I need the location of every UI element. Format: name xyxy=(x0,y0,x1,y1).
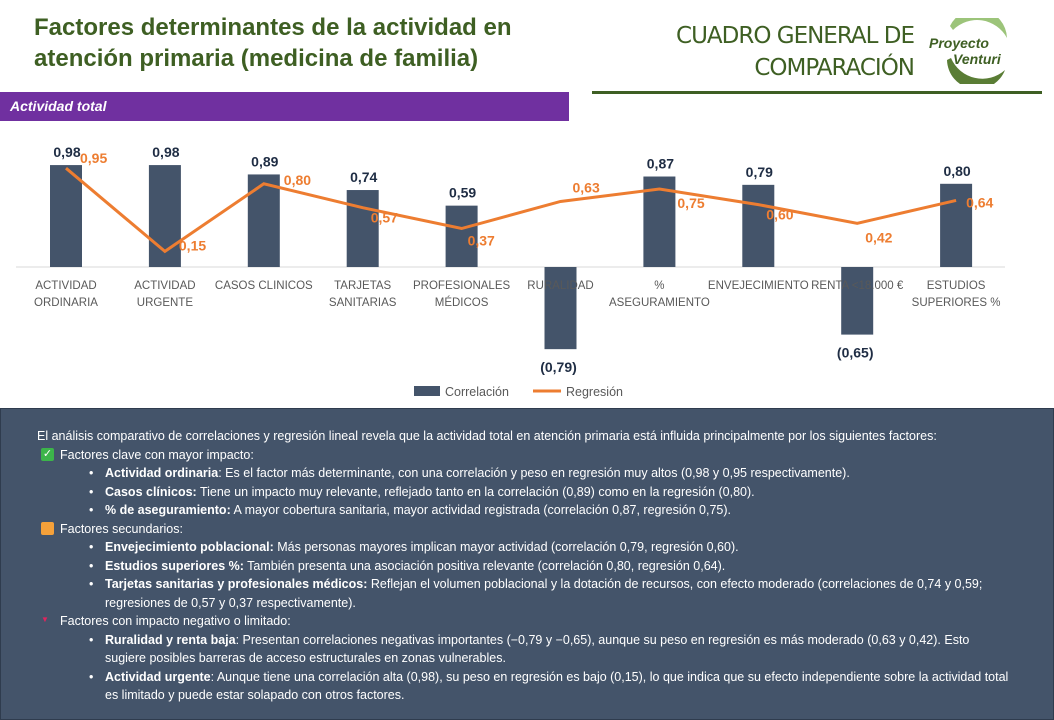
bullet-item: Envejecimiento poblacional: Más personas… xyxy=(37,538,1053,557)
bar-label: 0,80 xyxy=(943,163,970,179)
line-label: 0,63 xyxy=(573,179,600,195)
legend-bar-swatch xyxy=(414,386,440,396)
bullet-text: Reflejan el volumen poblacional y la dot… xyxy=(105,577,983,610)
category-label: ACTIVIDAD xyxy=(134,280,195,292)
bullet-text: Tiene un impacto muy relevante, reflejad… xyxy=(196,484,755,499)
category-label: RURALIDAD xyxy=(527,280,593,292)
bar-label: 0,89 xyxy=(251,153,278,169)
bullet-item: % de aseguramiento: A mayor cobertura sa… xyxy=(37,501,1053,520)
bar xyxy=(445,205,478,267)
bullet-item: Actividad urgente: Aunque tiene una corr… xyxy=(37,668,1053,705)
bullet-bold: % de aseguramiento: xyxy=(105,503,231,517)
line-label: 0,60 xyxy=(766,207,793,223)
line-label: 0,15 xyxy=(179,237,206,253)
bullet-bold: Tarjetas sanitarias y profesionales médi… xyxy=(105,577,368,591)
line-label: 0,75 xyxy=(677,195,704,211)
line-label: 0,80 xyxy=(284,172,311,188)
bar-label: (0,79) xyxy=(540,359,577,375)
line-label: 0,95 xyxy=(80,150,107,166)
section-subtitle: CUADRO GENERAL DE COMPARACIÓN xyxy=(676,23,915,81)
header-divider xyxy=(592,91,1042,94)
group-title: Factores con impacto negativo o limitado… xyxy=(60,614,291,628)
page-title: Factores determinantes de la actividad e… xyxy=(34,14,512,72)
bullet-text: : Aunque tiene una correlación alta (0,9… xyxy=(105,669,1009,703)
bar-label: 0,79 xyxy=(746,164,773,180)
category-label: ACTIVIDAD xyxy=(35,280,96,292)
legend-regresion: Regresión xyxy=(566,385,623,399)
svg-text:Proyecto: Proyecto xyxy=(929,35,989,51)
bar xyxy=(50,165,82,267)
intro-text: El análisis comparativo de correlaciones… xyxy=(37,429,937,443)
category-label: RENTA <18.000 € xyxy=(811,280,904,292)
bullet-bold: Ruralidad y renta baja xyxy=(105,632,236,647)
bar-label: 0,98 xyxy=(53,144,80,160)
group-title: Factores secundarios: xyxy=(60,521,183,536)
bar-label: (0,65) xyxy=(837,345,874,361)
bar-label: 0,87 xyxy=(647,156,674,172)
bar xyxy=(841,267,874,335)
line-label: 0,57 xyxy=(371,210,398,226)
category-label: ORDINARIA xyxy=(34,297,98,309)
svg-text:Venturi: Venturi xyxy=(953,51,1002,67)
bar xyxy=(247,174,280,267)
bullet-text: También presenta una asociación positiva… xyxy=(243,558,726,573)
proyecto-venturi-logo: Proyecto Venturi xyxy=(929,18,1007,84)
bullet-bold: Actividad urgente xyxy=(105,669,211,684)
line-label: 0,37 xyxy=(468,233,495,249)
category-label: CASOS CLINICOS xyxy=(215,280,313,292)
section-band: Actividad total xyxy=(0,92,569,121)
bar xyxy=(346,190,379,267)
red-triangle-icon: ▼ xyxy=(41,614,49,624)
bullet-text: : Es el factor más determinante, con una… xyxy=(218,466,850,480)
bullet-text: : Presentan correlaciones negativas impo… xyxy=(105,632,970,666)
bar xyxy=(544,267,577,350)
group-heading: Factores secundarios: xyxy=(41,520,1053,539)
line-label: 0,64 xyxy=(966,194,993,210)
bullet-text: Más personas mayores implican mayor acti… xyxy=(273,540,739,554)
category-label: TARJETAS xyxy=(334,280,391,292)
bar xyxy=(940,183,973,267)
line-label: 0,42 xyxy=(865,229,892,245)
bar-label: 0,98 xyxy=(152,144,179,160)
correlation-regression-chart: 0,98 ACTIVIDAD ORDINARIA 0,98 ACTIVIDAD URGEN… xyxy=(16,144,1005,399)
bullet-item: Casos clínicos: Tiene un impacto muy rel… xyxy=(37,483,1053,502)
category-label: PROFESIONALES xyxy=(413,280,510,292)
bar-label: 0,59 xyxy=(449,185,476,201)
category-label: SANITARIAS xyxy=(329,297,397,309)
bullet-item: Ruralidad y renta baja: Presentan correl… xyxy=(37,631,1053,668)
category-label: MÉDICOS xyxy=(435,296,489,309)
bullet-bold: Estudios superiores %: xyxy=(105,558,244,573)
legend-correlacion: Correlación xyxy=(445,385,509,399)
category-label: ENVEJECIMIENTO xyxy=(708,280,809,292)
category-label: SUPERIORES % xyxy=(912,297,1001,309)
bullet-bold: Envejecimiento poblacional: xyxy=(105,540,274,554)
category-label: ESTUDIOS xyxy=(927,280,986,292)
bullet-bold: Casos clínicos: xyxy=(105,484,197,499)
bullet-item: Estudios superiores %: También presenta … xyxy=(37,557,1053,576)
bullet-item: Actividad ordinaria: Es el factor más de… xyxy=(37,464,1053,483)
bar-label: 0,74 xyxy=(350,169,377,185)
category-label: % xyxy=(654,280,664,292)
orange-square-icon xyxy=(41,522,54,536)
group-heading: ✓ Factores clave con mayor impacto: xyxy=(41,446,1053,465)
bar xyxy=(742,184,775,267)
bullet-bold: Actividad ordinaria xyxy=(105,466,219,480)
category-label: ASEGURAMIENTO xyxy=(609,297,710,309)
category-label: URGENTE xyxy=(137,297,194,309)
bullet-text: A mayor cobertura sanitaria, mayor activ… xyxy=(230,503,731,517)
check-icon: ✓ xyxy=(41,448,54,462)
group-title: Factores clave con mayor impacto: xyxy=(60,447,254,462)
regression-line xyxy=(65,167,957,254)
analysis-panel: El análisis comparativo de correlaciones… xyxy=(0,408,1054,720)
bullet-item: Tarjetas sanitarias y profesionales médi… xyxy=(37,575,1053,612)
group-heading: ▼ Factores con impacto negativo o limitad… xyxy=(41,612,1053,631)
